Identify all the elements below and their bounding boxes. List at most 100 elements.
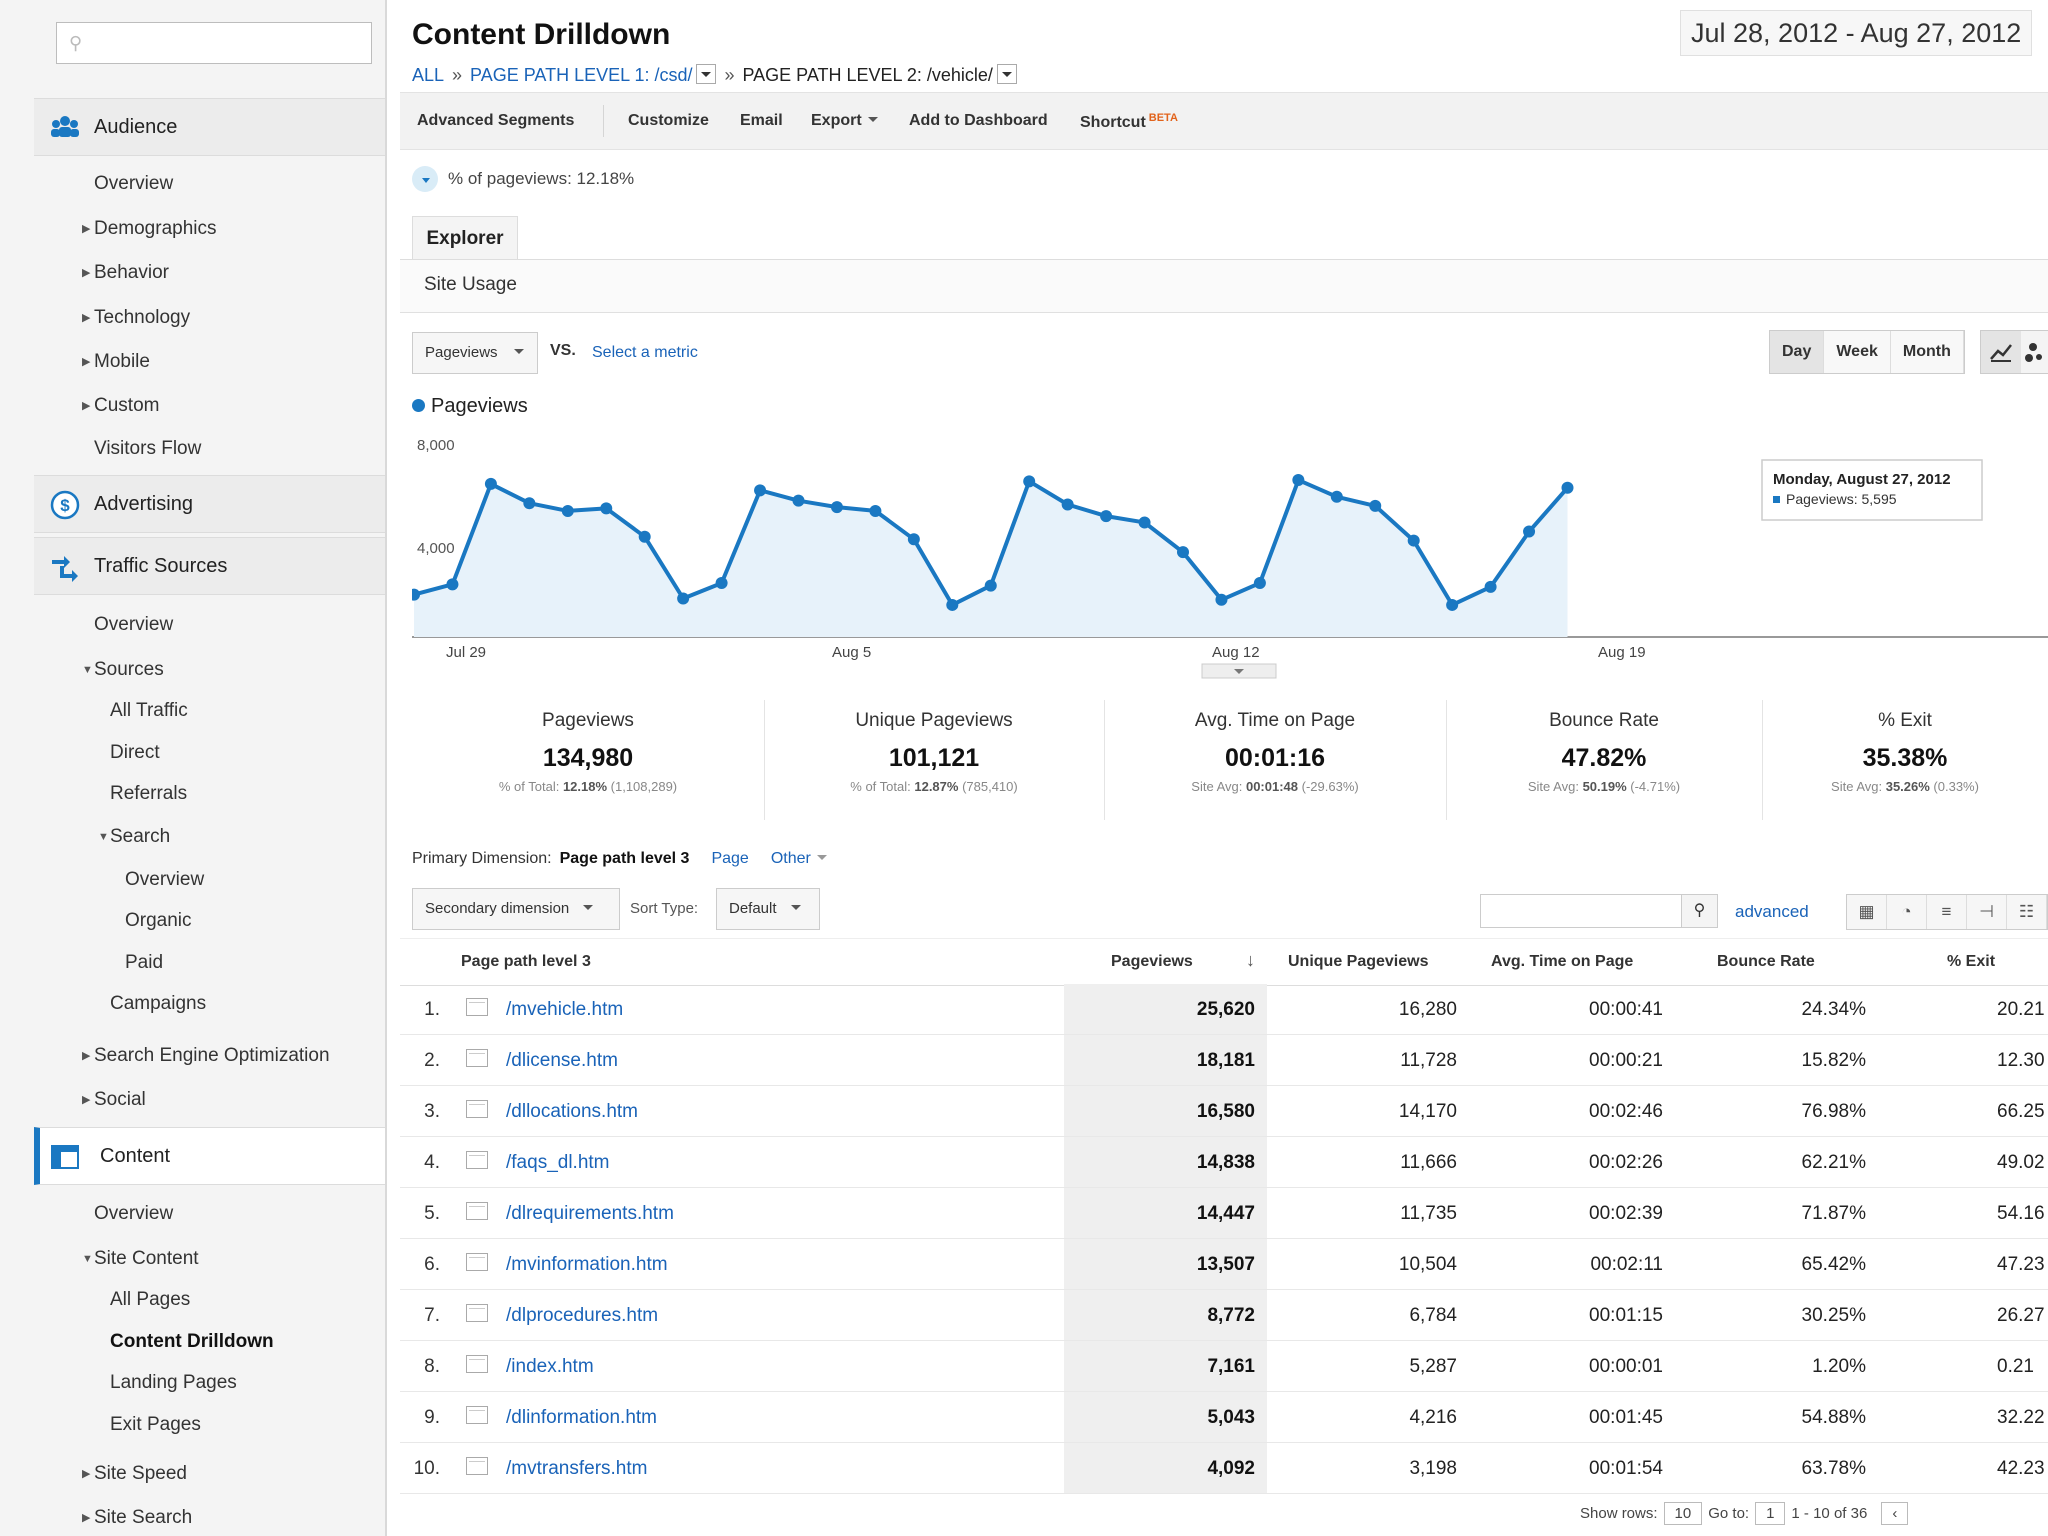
sidebar-item-sources[interactable]: ▼Sources — [82, 659, 164, 681]
data-point[interactable] — [1100, 510, 1113, 523]
period-day-button[interactable]: Day — [1770, 331, 1825, 373]
table-view-pie-icon[interactable]: ◔ — [1887, 895, 1927, 929]
date-range-picker[interactable]: Jul 28, 2012 - Aug 27, 2012 — [1680, 10, 2033, 56]
data-point[interactable] — [984, 579, 997, 592]
sidebar-section-advertising[interactable]: $ Advertising — [34, 475, 385, 533]
page-preview-icon[interactable] — [466, 1406, 488, 1424]
column-header-avg-time[interactable]: Avg. Time on Page — [1491, 953, 1634, 970]
sidebar-item-landing-pages[interactable]: Landing Pages — [110, 1372, 237, 1393]
data-point[interactable] — [1023, 475, 1036, 488]
sidebar-item-all-pages[interactable]: All Pages — [110, 1289, 191, 1310]
period-month-button[interactable]: Month — [1891, 331, 1964, 373]
sidebar-item-all-traffic[interactable]: All Traffic — [110, 700, 188, 721]
period-week-button[interactable]: Week — [1824, 331, 1891, 373]
sidebar-section-audience[interactable]: Audience — [34, 98, 385, 156]
table-view-bar-icon[interactable]: ≡ — [1927, 895, 1967, 929]
sort-type-select[interactable]: Default — [716, 888, 820, 930]
table-view-comparison-icon[interactable]: ⊣ — [1967, 895, 2007, 929]
tab-site-usage[interactable]: Site Usage — [424, 274, 517, 295]
data-point[interactable] — [523, 497, 536, 510]
page-preview-icon[interactable] — [466, 1253, 488, 1271]
page-preview-icon[interactable] — [466, 998, 488, 1016]
breadcrumb-level1-dropdown[interactable] — [696, 64, 717, 84]
add-to-dashboard-button[interactable]: Add to Dashboard — [909, 112, 1048, 129]
sidebar-item-paid[interactable]: Paid — [125, 952, 164, 973]
data-point[interactable] — [1177, 546, 1189, 559]
sidebar-item-referrals[interactable]: Referrals — [110, 783, 188, 804]
secondary-dimension-select[interactable]: Secondary dimension — [412, 888, 620, 930]
data-point[interactable] — [1292, 474, 1305, 487]
data-point[interactable] — [1369, 499, 1382, 512]
sidebar-item-campaigns[interactable]: Campaigns — [110, 993, 207, 1014]
metric-select[interactable]: Pageviews — [412, 332, 538, 374]
data-point[interactable] — [1407, 534, 1420, 547]
primary-dimension-page-link[interactable]: Page — [711, 850, 749, 867]
advanced-segments-button[interactable]: Advanced Segments — [417, 112, 575, 129]
data-point[interactable] — [561, 504, 574, 517]
page-preview-icon[interactable] — [466, 1202, 488, 1220]
data-point[interactable] — [1138, 516, 1151, 529]
data-point[interactable] — [1253, 577, 1266, 590]
motion-chart-icon[interactable] — [2025, 343, 2042, 362]
data-point[interactable] — [754, 484, 767, 497]
page-path-link[interactable]: /dlprocedures.htm — [506, 1305, 659, 1326]
table-search-input[interactable] — [1480, 894, 1682, 928]
breadcrumb-level1[interactable]: PAGE PATH LEVEL 1: /csd/ — [470, 65, 693, 85]
sidebar-item-organic[interactable]: Organic — [125, 910, 192, 931]
page-path-link[interactable]: /mvinformation.htm — [506, 1254, 668, 1275]
sidebar-item-exit-pages[interactable]: Exit Pages — [110, 1414, 201, 1435]
sidebar-item-custom[interactable]: ▶ Custom — [82, 395, 159, 417]
search-icon[interactable]: ⚲ — [1682, 894, 1718, 928]
data-point[interactable] — [484, 477, 497, 490]
data-point[interactable] — [946, 598, 959, 611]
table-view-grid-icon[interactable]: ▦ — [1847, 895, 1887, 929]
export-button[interactable]: Export — [811, 112, 878, 130]
page-preview-icon[interactable] — [466, 1151, 488, 1169]
tab-explorer[interactable]: Explorer — [412, 216, 518, 261]
sidebar-item-social[interactable]: ▶ Social — [82, 1089, 146, 1111]
shortcut-button[interactable]: Shortcut BETA — [1080, 112, 1178, 132]
sidebar-section-content[interactable]: Content — [34, 1127, 385, 1185]
page-preview-icon[interactable] — [466, 1457, 488, 1475]
chart-resize-handle[interactable] — [1201, 663, 1277, 679]
customize-button[interactable]: Customize — [628, 112, 709, 129]
column-header-pageviews[interactable]: Pageviews — [1111, 953, 1193, 970]
prev-page-button[interactable]: ‹ — [1881, 1502, 1909, 1525]
sidebar-item-traffic-overview[interactable]: Overview — [94, 614, 174, 635]
sidebar-item-site-search[interactable]: ▶ Site Search — [82, 1507, 192, 1529]
primary-dimension-other-link[interactable]: Other — [771, 850, 827, 867]
sidebar-item-site-content[interactable]: ▼Site Content — [82, 1248, 199, 1270]
breadcrumb-all[interactable]: ALL — [412, 65, 445, 85]
page-path-link[interactable]: /dlicense.htm — [506, 1050, 618, 1071]
data-point[interactable] — [715, 577, 728, 590]
data-point[interactable] — [412, 588, 420, 601]
data-point[interactable] — [869, 504, 882, 517]
email-button[interactable]: Email — [740, 112, 783, 129]
sidebar-item-technology[interactable]: ▶ Technology — [82, 307, 190, 329]
data-point[interactable] — [1215, 593, 1228, 606]
show-rows-select[interactable]: 10 — [1663, 1502, 1703, 1525]
page-preview-icon[interactable] — [466, 1049, 488, 1067]
page-path-link[interactable]: /index.htm — [506, 1356, 594, 1377]
sidebar-item-behavior[interactable]: ▶ Behavior — [82, 262, 169, 284]
sidebar-item-content-overview[interactable]: Overview — [94, 1203, 174, 1224]
table-view-pivot-icon[interactable]: ☷ — [2007, 895, 2047, 929]
advanced-filter-link[interactable]: advanced — [1735, 902, 1809, 921]
data-point[interactable] — [792, 494, 805, 507]
page-path-link[interactable]: /mvtransfers.htm — [506, 1458, 648, 1479]
sidebar-item-mobile[interactable]: ▶ Mobile — [82, 351, 150, 373]
sidebar-item-search-overview[interactable]: Overview — [125, 869, 205, 890]
data-point[interactable] — [600, 502, 613, 515]
data-point[interactable] — [1484, 580, 1497, 593]
data-point[interactable] — [1061, 498, 1074, 511]
page-preview-icon[interactable] — [466, 1355, 488, 1373]
sidebar-item-seo[interactable]: ▶ Search Engine Optimization — [82, 1045, 330, 1067]
sidebar-section-traffic-sources[interactable]: Traffic Sources — [34, 537, 385, 595]
column-header-unique-pageviews[interactable]: Unique Pageviews — [1288, 953, 1429, 970]
page-path-link[interactable]: /faqs_dl.htm — [506, 1152, 610, 1173]
sidebar-item-visitors-flow[interactable]: Visitors Flow — [94, 438, 202, 459]
data-point[interactable] — [907, 533, 920, 546]
data-point[interactable] — [638, 530, 651, 543]
page-path-link[interactable]: /dllocations.htm — [506, 1101, 639, 1122]
page-preview-icon[interactable] — [466, 1100, 488, 1118]
